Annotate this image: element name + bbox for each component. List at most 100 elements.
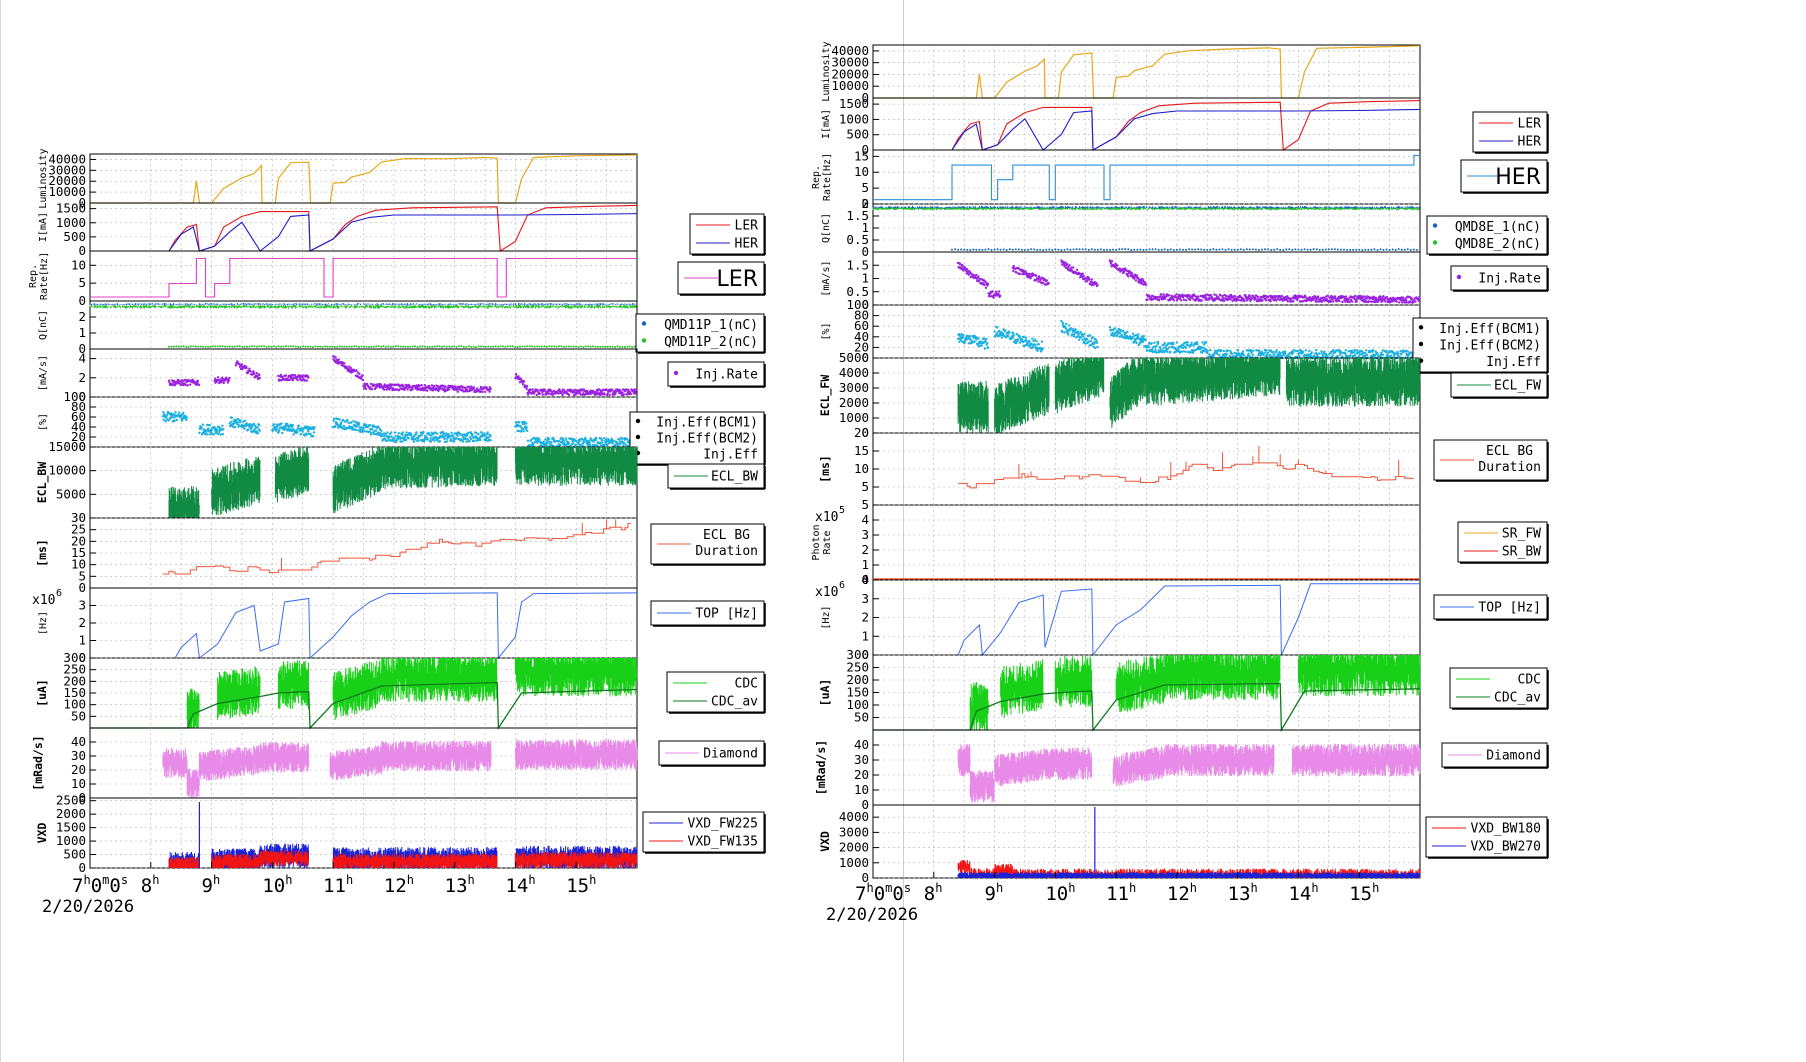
q1-points — [1051, 249, 1054, 251]
inj-rate-points — [634, 390, 637, 393]
inj-eff-points — [563, 439, 566, 442]
q2-points — [465, 346, 468, 348]
y-tick-label: 80 — [71, 399, 86, 414]
inj-eff-points — [432, 437, 435, 441]
inj-eff-points — [290, 429, 294, 433]
q2-points — [387, 345, 390, 348]
series-group — [873, 154, 1420, 201]
inj-eff-points — [443, 437, 446, 441]
q2-points — [177, 345, 180, 348]
inj-rate-points — [424, 389, 427, 392]
legend-label: Inj.Eff — [703, 448, 758, 463]
inj-eff-points — [1397, 352, 1400, 355]
q2-points — [589, 345, 592, 348]
q1-points — [1367, 248, 1370, 251]
inj-eff-points — [276, 425, 279, 428]
inj-eff-points — [161, 415, 165, 418]
legend-label: LER — [1518, 117, 1542, 132]
inj-eff-points — [312, 431, 316, 434]
q2-points — [472, 345, 475, 348]
q1-points — [1185, 248, 1187, 251]
inj-rate-points — [1012, 265, 1015, 268]
inj-rate-points — [343, 362, 346, 365]
y-axis-label: Luminosity — [38, 148, 49, 208]
inj-eff-points — [450, 437, 453, 441]
inj-rate-points — [1385, 296, 1389, 299]
inj-eff-points — [358, 426, 361, 429]
inj-eff-points — [377, 426, 380, 429]
y-tick-label: 40 — [71, 419, 86, 434]
date-label: 2/20/2026 — [42, 897, 134, 917]
q2-points — [504, 346, 507, 348]
inj-eff-points — [525, 426, 528, 429]
inj-rate-points — [1172, 299, 1176, 302]
inj-eff-points — [1296, 349, 1299, 353]
x-tick-label: 12h — [1167, 881, 1197, 905]
inj-rate-points — [1395, 300, 1398, 303]
inj-eff-points — [1174, 347, 1178, 350]
legend-label: LER — [735, 219, 759, 234]
q1-points — [1312, 248, 1315, 251]
inj-eff-points — [1352, 351, 1356, 354]
legend: QMD8E_1(nC) QMD8E_2(nC) — [1426, 215, 1549, 256]
inj-eff-points — [185, 418, 188, 422]
x-tick-number: 15 — [566, 875, 589, 897]
y-tick-label: 0 — [78, 195, 86, 210]
inj-eff-points — [550, 441, 553, 444]
inj-rate-points — [1269, 300, 1272, 303]
inj-eff-points — [258, 423, 261, 427]
x-tick-label: 11h — [1106, 881, 1136, 905]
inj-eff-points — [526, 429, 529, 433]
inj-eff-points — [1284, 352, 1287, 355]
q2-points — [550, 345, 553, 348]
inj-rate-points — [1184, 299, 1188, 302]
inj-rate-points — [628, 390, 632, 394]
y-axis-label: Rep.Rate[Hz] — [28, 252, 50, 300]
q1-points — [1221, 248, 1224, 251]
inj-rate-points — [1401, 301, 1404, 304]
series-group — [873, 655, 1421, 733]
y-axis-label: [%] — [38, 413, 49, 431]
inj-rate-points — [1332, 300, 1335, 303]
x-tick-number: 0 — [892, 883, 903, 905]
y-axis-label: [uA] — [818, 679, 832, 707]
inj-eff-points — [1172, 342, 1175, 346]
q2-points — [411, 345, 414, 348]
inj-eff-points — [333, 417, 336, 420]
inj-rate-points — [248, 367, 251, 370]
q2-points — [270, 345, 273, 348]
inj-eff-points — [1076, 330, 1080, 333]
inj-eff-points — [414, 438, 417, 441]
q2-points — [475, 346, 478, 349]
inj-eff-points — [600, 439, 603, 442]
q2-points — [202, 345, 205, 348]
inj-eff-points — [471, 433, 474, 436]
inj-eff-points — [455, 437, 458, 440]
inj-rate-points — [552, 393, 555, 396]
axis-multiplier: x10 — [815, 585, 838, 600]
y-axis-label: Q[nC] — [38, 310, 49, 340]
y-tick-label: 500 — [63, 847, 86, 862]
inj-eff-points — [1186, 341, 1189, 344]
inj-rate-points — [467, 385, 470, 389]
inj-eff-points — [1033, 338, 1037, 341]
inj-eff-points — [473, 439, 476, 442]
inj-rate-points — [535, 393, 538, 397]
q2-points — [299, 346, 302, 349]
q2-points — [453, 345, 456, 348]
q2-points — [545, 345, 548, 348]
inj-rate-points — [1012, 269, 1015, 273]
legend-label: VXD_BW180 — [1471, 822, 1541, 837]
y-tick-label: 4 — [861, 572, 869, 587]
inj-rate-points — [1402, 296, 1405, 299]
q2-points — [558, 345, 560, 348]
inj-eff-points — [1016, 338, 1020, 341]
inj-eff-points — [1175, 341, 1179, 344]
subplot-rep: 0 5 10 Rep.Rate[Hz] LER — [28, 250, 766, 308]
y-tick-label: 40000 — [831, 43, 869, 58]
inj-eff-points — [980, 344, 983, 347]
inj-eff-points — [465, 440, 468, 443]
q1-points — [1139, 248, 1142, 251]
y-tick-label: 1 — [861, 271, 869, 286]
